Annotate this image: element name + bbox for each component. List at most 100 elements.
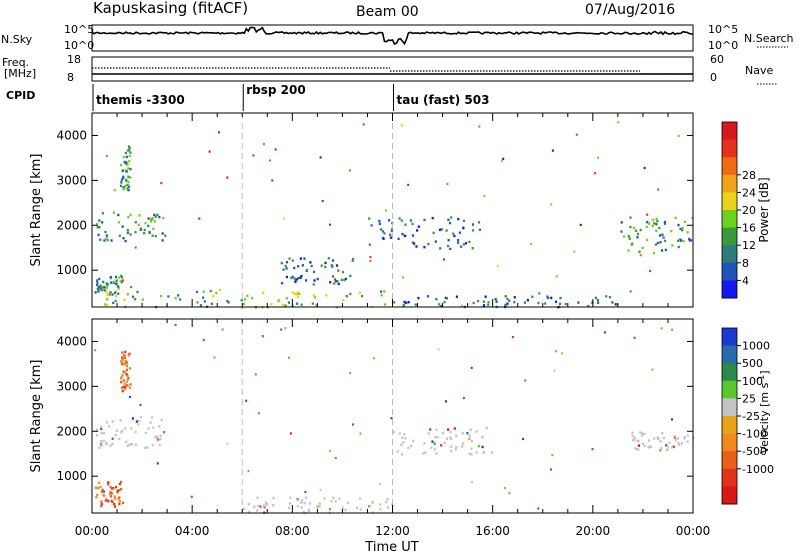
power-cell xyxy=(130,285,133,289)
power-cell xyxy=(99,288,102,291)
power-cell xyxy=(440,228,443,231)
power-cell xyxy=(105,291,108,294)
velocity-cell xyxy=(128,443,131,446)
velocity-cell xyxy=(398,432,401,435)
velocity-cell xyxy=(113,503,116,506)
power-cell xyxy=(352,257,355,261)
power-cell xyxy=(331,265,334,268)
power-cell xyxy=(327,257,330,260)
power-cell xyxy=(113,291,116,295)
power-cell xyxy=(660,249,664,252)
velocity-cell xyxy=(114,486,118,489)
velocity-cell xyxy=(410,444,413,448)
power-cell xyxy=(629,225,632,229)
power-cell xyxy=(349,274,352,278)
velocity-cell xyxy=(302,510,305,514)
velocity-cell xyxy=(680,442,683,445)
velocity-cell xyxy=(120,377,123,380)
power-cell xyxy=(653,222,656,225)
power-cell xyxy=(114,275,118,279)
velocity-cell xyxy=(121,386,125,389)
power-cell xyxy=(462,226,465,230)
power-cell xyxy=(447,239,450,242)
power-cell xyxy=(471,223,475,226)
velocity-cell xyxy=(372,357,375,360)
power-cell xyxy=(153,213,156,217)
power-cell xyxy=(128,185,131,188)
power-cell xyxy=(139,227,143,230)
velocity-cbar-label-7: -1000 xyxy=(742,463,774,476)
velocity-cell xyxy=(430,446,433,449)
velocity-cell xyxy=(675,439,678,442)
power-cell xyxy=(443,300,446,304)
power-cell xyxy=(682,239,685,243)
power-cell xyxy=(681,229,684,232)
power-cell xyxy=(106,298,109,301)
power-cell xyxy=(427,242,430,246)
velocity-cell xyxy=(641,434,644,437)
velocity-cell xyxy=(125,359,128,362)
velocity-cell xyxy=(100,444,103,447)
velocity-cell xyxy=(123,356,126,359)
velocity-cell xyxy=(396,450,399,453)
velocity-cell xyxy=(190,495,193,498)
power-cell xyxy=(646,213,649,216)
velocity-cbar-swatch-8 xyxy=(722,468,737,487)
power-cell xyxy=(111,293,114,296)
velocity-cell xyxy=(257,504,260,507)
power-cell xyxy=(281,303,285,307)
power-cell xyxy=(96,281,99,284)
power-cell xyxy=(677,239,680,242)
power-ylabel: Slant Range [km] xyxy=(29,154,44,267)
power-cell xyxy=(126,163,129,166)
velocity-cell xyxy=(636,439,639,443)
power-cell xyxy=(134,221,137,224)
velocity-cell xyxy=(511,336,514,339)
power-cell xyxy=(677,223,680,227)
velocity-cell xyxy=(261,335,264,338)
velocity-cell xyxy=(288,502,291,505)
power-cbar-label-2: 12 xyxy=(742,239,756,252)
time-tick-label-5: 20:00 xyxy=(576,524,611,538)
velocity-cell xyxy=(651,368,654,371)
power-cell xyxy=(530,243,533,246)
power-cell xyxy=(150,220,153,223)
velocity-cell xyxy=(114,434,117,437)
power-cell xyxy=(390,229,393,233)
velocity-cell xyxy=(114,505,117,508)
power-cell xyxy=(108,293,111,296)
velocity-cell xyxy=(318,502,321,505)
velocity-cell xyxy=(118,489,121,492)
velocity-cbar-label-5: -100 xyxy=(742,428,767,441)
cpid-segments: themis -3300 rbsp 200 tau (fast) 503 xyxy=(92,83,489,111)
power-cell xyxy=(105,154,108,157)
velocity-cell xyxy=(151,444,154,447)
power-cell xyxy=(296,302,299,305)
velocity-cell xyxy=(647,439,651,442)
power-cell xyxy=(126,228,129,232)
power-cell xyxy=(295,278,298,281)
power-cell xyxy=(605,295,608,298)
power-cell xyxy=(103,239,106,242)
power-cell xyxy=(677,245,680,249)
velocity-cell xyxy=(96,486,99,490)
power-cell xyxy=(136,290,139,294)
velocity-cell xyxy=(106,421,109,424)
power-cell xyxy=(658,234,662,237)
cpid-label: CPID xyxy=(6,89,35,102)
power-cell xyxy=(388,219,391,222)
power-cbar-swatch-5 xyxy=(722,210,737,229)
velocity-cell xyxy=(103,490,106,493)
nsky-tick-top: 10^5 xyxy=(64,23,94,36)
velocity-cell xyxy=(100,425,103,429)
power-cell xyxy=(127,175,130,178)
velocity-cell xyxy=(94,486,97,489)
power-cell xyxy=(645,238,649,242)
nave-trace xyxy=(92,67,693,75)
power-cell xyxy=(334,278,337,281)
velocity-cell xyxy=(117,497,120,501)
velocity-cell xyxy=(332,496,335,499)
power-cell xyxy=(608,296,611,299)
power-cell xyxy=(423,246,426,249)
date-title: 07/Aug/2016 xyxy=(585,2,675,18)
